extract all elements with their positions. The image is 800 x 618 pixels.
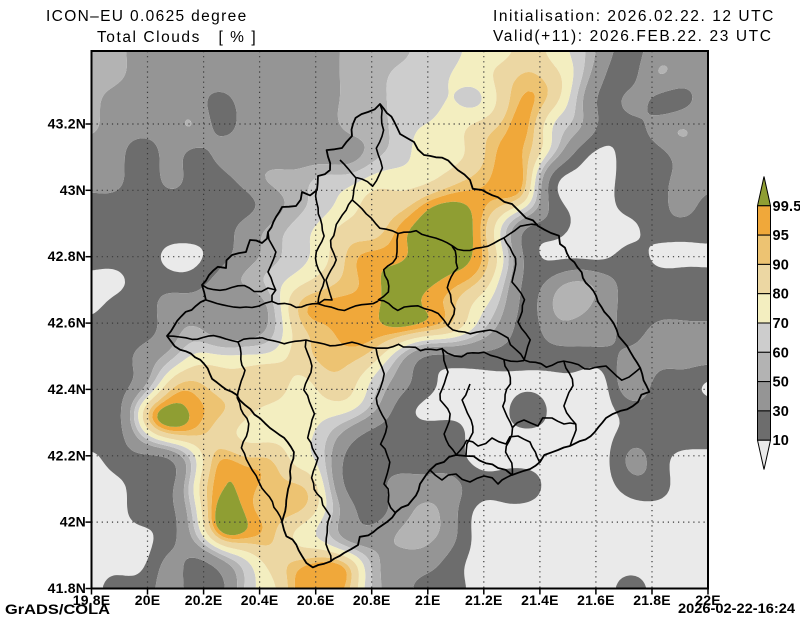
svg-text:20.4E: 20.4E [241, 592, 279, 608]
svg-text:21E: 21E [415, 592, 441, 608]
svg-text:30: 30 [773, 404, 790, 420]
svg-text:20.6E: 20.6E [297, 592, 335, 608]
svg-text:21.8E: 21.8E [633, 592, 671, 608]
svg-text:Total Clouds [ % ]: Total Clouds [ % ] [97, 29, 257, 46]
svg-text:42N: 42N [60, 514, 86, 530]
svg-text:41.8N: 41.8N [48, 580, 86, 596]
svg-text:Initialisation: 2026.02.22. 12: Initialisation: 2026.02.22. 12 UTC [493, 8, 775, 25]
svg-text:ICON–EU 0.0625 degree: ICON–EU 0.0625 degree [46, 8, 248, 25]
svg-text:19.8E: 19.8E [73, 592, 111, 608]
svg-text:20E: 20E [135, 592, 161, 608]
svg-text:50: 50 [773, 375, 790, 391]
svg-text:42.6N: 42.6N [48, 315, 86, 331]
svg-text:90: 90 [773, 257, 790, 273]
svg-text:GrADS/COLA: GrADS/COLA [5, 601, 110, 617]
svg-text:99.5: 99.5 [773, 199, 800, 215]
svg-text:42.8N: 42.8N [48, 248, 86, 264]
svg-text:20.2E: 20.2E [185, 592, 223, 608]
svg-text:43.2N: 43.2N [48, 116, 86, 132]
svg-text:43N: 43N [60, 182, 86, 198]
svg-text:70: 70 [773, 316, 790, 332]
svg-text:21.6E: 21.6E [577, 592, 615, 608]
svg-text:42.2N: 42.2N [48, 447, 86, 463]
svg-text:22E: 22E [695, 592, 721, 608]
svg-text:2026-02-22-16:24: 2026-02-22-16:24 [678, 601, 796, 616]
svg-text:80: 80 [773, 287, 790, 303]
svg-text:21.2E: 21.2E [465, 592, 503, 608]
svg-text:60: 60 [773, 345, 790, 361]
svg-text:95: 95 [773, 228, 790, 244]
svg-text:10: 10 [773, 433, 790, 449]
svg-text:21.4E: 21.4E [521, 592, 559, 608]
svg-text:Valid(+11): 2026.FEB.22. 23 UT: Valid(+11): 2026.FEB.22. 23 UTC [493, 28, 773, 45]
svg-text:20.8E: 20.8E [353, 592, 391, 608]
svg-text:42.4N: 42.4N [48, 381, 86, 397]
